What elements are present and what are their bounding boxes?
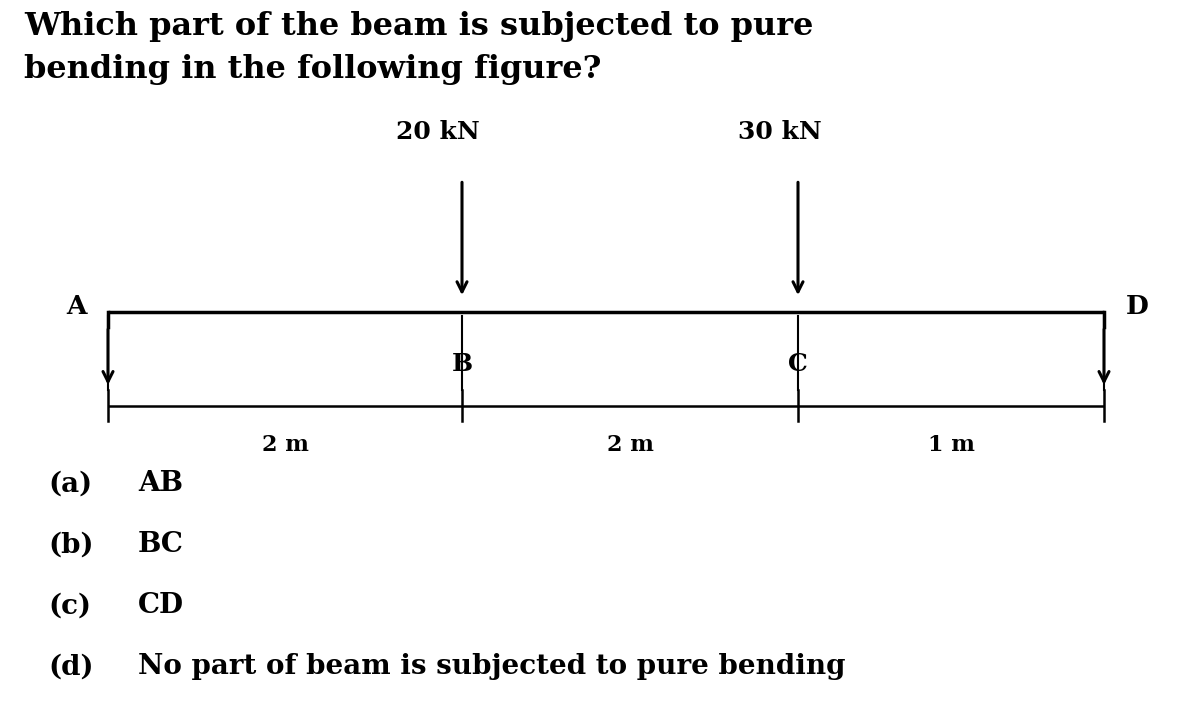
Text: AB: AB xyxy=(138,470,182,498)
Text: (d): (d) xyxy=(48,653,94,681)
Text: 30 kN: 30 kN xyxy=(738,120,822,144)
Text: 2 m: 2 m xyxy=(606,434,654,457)
Text: B: B xyxy=(451,352,473,376)
Text: (a): (a) xyxy=(48,470,92,498)
Text: A: A xyxy=(66,294,86,319)
Text: (c): (c) xyxy=(48,592,91,620)
Text: 1 m: 1 m xyxy=(928,434,974,457)
Text: bending in the following figure?: bending in the following figure? xyxy=(24,54,601,85)
Text: No part of beam is subjected to pure bending: No part of beam is subjected to pure ben… xyxy=(138,653,846,681)
Text: C: C xyxy=(788,352,808,376)
Text: 20 kN: 20 kN xyxy=(396,120,480,144)
Text: D: D xyxy=(1126,294,1148,319)
Text: CD: CD xyxy=(138,592,184,620)
Text: BC: BC xyxy=(138,531,184,559)
Text: (b): (b) xyxy=(48,531,94,559)
Text: Which part of the beam is subjected to pure: Which part of the beam is subjected to p… xyxy=(24,11,814,42)
Text: 2 m: 2 m xyxy=(262,434,308,457)
